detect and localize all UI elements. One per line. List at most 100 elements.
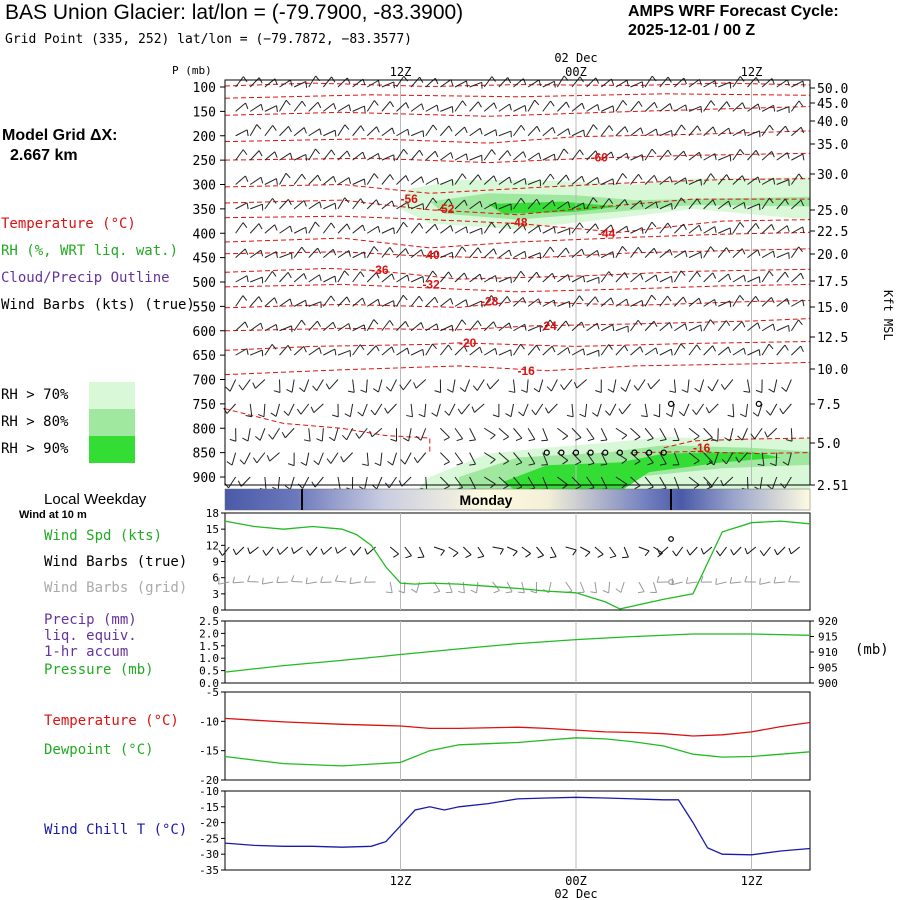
wind-barb [498,203,512,211]
wind-barb [644,101,658,112]
surface-wind-barb-true [306,546,318,556]
wind-barb [396,102,410,112]
wind-barb [454,299,469,307]
wind-barb [396,248,409,258]
temperature-contour-label: -60 [591,151,609,165]
wind-barb [235,348,249,356]
wind-barb [644,148,657,161]
wind-barb [454,126,468,137]
temp-tick-label: -5 [206,686,219,699]
wind-barb [586,150,600,161]
wind-barb [410,276,425,283]
wind-barb [615,427,628,440]
wind-barb [381,174,394,185]
legend-cloud-outline: Cloud/Precip Outline [1,270,170,286]
wind-barb [434,379,442,393]
wind-barb [672,428,680,442]
height-axis-label: Kft MSL [881,290,895,341]
wind-barb [226,452,237,466]
wind-barb [425,150,439,161]
wind-barb [718,300,732,308]
height-tick-label: 22.5 [817,225,848,240]
wind-barb [325,379,339,390]
wind-barb [776,179,790,186]
wind-barb [279,225,293,234]
wind-barb [776,298,790,307]
wind-barb [439,198,453,210]
wind-barb [790,319,803,332]
surface-wind-barb-grid [602,581,611,594]
wind-barb [586,296,599,307]
bottom-time-tick-label: 12Z [390,874,412,888]
wind-barb [703,80,717,88]
wind-barb [527,79,542,88]
wind-barb [571,427,582,441]
wind-barb [791,126,805,137]
wind-barb [791,153,805,161]
wind-barb [607,379,617,393]
wind-barb [498,103,512,112]
wind-barb [264,151,278,161]
surface-wind-barb-true [656,546,669,555]
wind-barb [557,427,569,441]
wind-barb [283,403,295,416]
wind-barb [279,79,293,88]
wind-barb [630,127,644,137]
wind-barb [469,154,483,162]
wind-barb [410,222,424,234]
wind-barb [703,272,717,283]
temperature-contour [224,341,811,351]
wind-barb [410,149,424,161]
wind-barb [688,151,702,161]
wind-barb [674,223,687,234]
wind-barb [735,452,748,463]
pressure-line [224,633,811,673]
wind-barb [249,176,264,185]
wind-barb [308,128,322,137]
wind-barb [264,105,278,113]
wind-barb [399,379,412,391]
wind-barb [337,124,350,137]
wind-barb [732,295,745,307]
chill-tick-label: -35 [199,864,219,877]
surface-wind-barb-true [549,546,557,559]
wind-barb [396,175,410,185]
surface-wind-barb-grid [685,577,698,584]
wind-barb [224,476,237,489]
wind-barb [615,272,629,283]
height-tick-label: 5.0 [817,437,840,452]
surface-wind-barb-grid [518,581,525,594]
wind-barb [484,202,498,210]
pressure-tick-label: 600 [193,325,216,340]
wind-barb [366,173,379,185]
wind-barb [469,101,482,112]
wind-barb [293,299,308,307]
wind-barb [761,270,774,283]
wind-barb [630,273,644,283]
surface-wind-barb-grid [290,575,303,583]
wind-barb [384,476,397,489]
surface-wind-barb-true [364,546,376,555]
height-tick-label: 20.0 [817,248,848,263]
surface-wind-barb-true [715,546,727,557]
wind-barb [527,452,536,466]
wind-barb [674,77,687,88]
wind-barb [688,224,702,234]
wind-barb [341,428,354,441]
wind-speed-panel-frame [224,512,811,611]
wind-barb [571,102,585,112]
wind-barb [229,428,237,442]
wind-barb [352,125,365,137]
wind-barb [557,228,571,235]
wind-barb [717,101,731,112]
wind-barb [601,178,615,186]
wind-barb [366,153,381,161]
wind-barb [542,173,555,185]
wind-barb [299,379,310,393]
wind-barb [571,129,586,137]
wind-barb [225,379,237,392]
wind-barb [708,452,719,466]
temp-tick-label: -15 [199,745,219,758]
wind-barb [761,323,776,332]
wind-barb [659,275,673,283]
